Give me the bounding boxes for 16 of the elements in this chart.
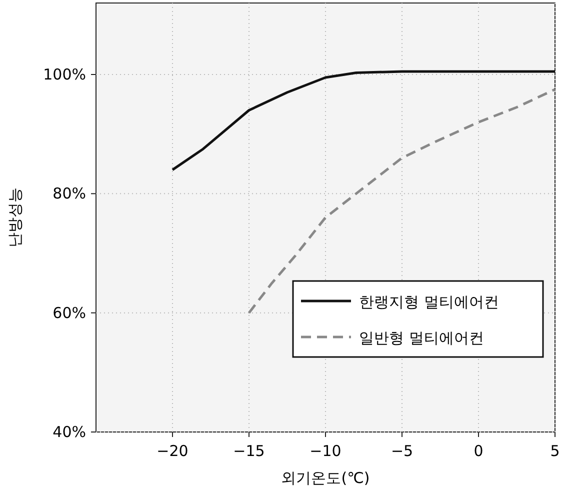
x-tick-label: −20	[156, 442, 188, 460]
x-tick-label: −5	[390, 442, 414, 460]
y-tick-label: 40%	[52, 423, 86, 441]
y-tick-label: 100%	[43, 66, 86, 84]
line-series	[248, 88, 556, 314]
y-tick-label: 80%	[52, 184, 86, 203]
line-series	[171, 70, 556, 172]
y-axis-title: 난방성능	[6, 188, 24, 248]
x-tick-label: 5	[550, 442, 560, 460]
y-tick-label: 60%	[52, 304, 86, 322]
x-axis-title: 외기온도(℃)	[281, 469, 370, 487]
legend-label: 한랭지형 멀티에어컨	[359, 293, 499, 311]
legend-label: 일반형 멀티에어컨	[359, 329, 484, 347]
x-tick-label: −10	[310, 442, 342, 460]
x-tick-label: 0	[474, 442, 484, 460]
x-tick-label: −15	[233, 442, 265, 460]
